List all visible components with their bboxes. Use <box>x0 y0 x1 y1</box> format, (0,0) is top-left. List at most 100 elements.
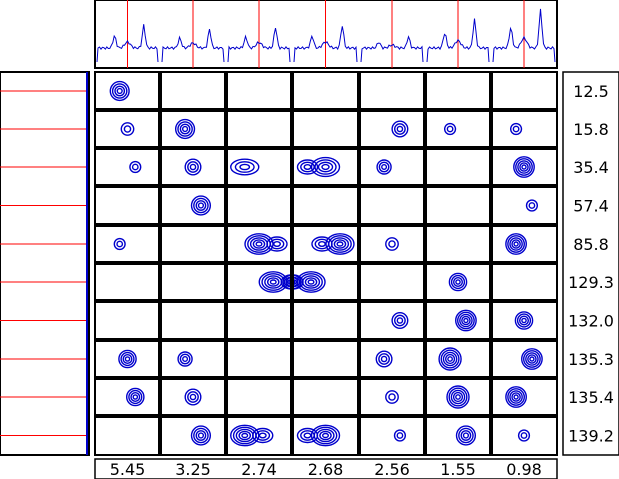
contour-ring <box>391 312 409 330</box>
contour-ring <box>190 195 212 216</box>
contour-ring <box>109 80 130 102</box>
contour-ring <box>111 83 128 99</box>
contour-ring <box>461 315 471 326</box>
contour-ring <box>519 162 529 172</box>
contour-peak <box>455 309 477 332</box>
contour-peak <box>385 237 399 251</box>
contour-ring <box>314 238 330 250</box>
y-tick-label: 132.0 <box>568 312 614 331</box>
contour-ring <box>197 432 205 439</box>
contour-ring <box>460 430 472 441</box>
contour-ring <box>453 277 464 288</box>
contour-peak <box>244 233 288 255</box>
contour-ring <box>317 161 334 173</box>
x-tick-label: 5.45 <box>110 460 146 479</box>
top-projection-panel <box>94 0 558 69</box>
contour-ring <box>450 274 466 290</box>
contour-ring <box>517 429 531 442</box>
contour-ring <box>516 313 532 328</box>
contour-ring <box>255 241 263 247</box>
contour-peak <box>177 351 193 367</box>
contour-ring <box>193 197 209 214</box>
contour-ring <box>300 430 315 441</box>
contour-ring <box>300 161 315 173</box>
contour-ring <box>394 314 406 327</box>
contour-peak <box>190 425 212 446</box>
contour-ring <box>396 125 404 133</box>
contour-ring <box>307 279 315 285</box>
contour-ring <box>182 356 189 363</box>
contour-ring <box>189 393 197 401</box>
contour-ring <box>130 392 141 403</box>
contour-ring <box>509 390 523 404</box>
contour-ring <box>123 125 132 133</box>
contour-ring <box>376 159 392 175</box>
contour-peak <box>517 429 531 442</box>
contour-ring <box>378 161 390 173</box>
contour-peak <box>521 348 543 370</box>
contour-ring <box>378 353 390 365</box>
contour-ring <box>311 236 333 252</box>
contour-ring <box>388 393 396 401</box>
contour-ring <box>517 160 531 174</box>
panel-grid <box>94 71 558 456</box>
contour-ring <box>463 317 469 324</box>
contour-ring <box>446 385 470 409</box>
contour-ring <box>513 156 535 178</box>
contour-ring <box>529 356 535 362</box>
contour-ring <box>459 313 473 328</box>
contour-ring <box>380 355 388 363</box>
contour-ring <box>455 425 477 446</box>
contour-peak <box>438 347 462 371</box>
contour-ring <box>124 356 131 362</box>
contour-ring <box>239 163 251 171</box>
contour-ring <box>230 158 260 176</box>
contour-ring <box>396 432 404 439</box>
contour-ring <box>118 349 137 369</box>
contour-peak <box>120 122 135 136</box>
contour-ring <box>333 239 347 249</box>
contour-ring <box>391 120 409 138</box>
contour-ring <box>521 164 527 170</box>
contour-peak <box>109 80 130 102</box>
contour-ring <box>252 427 274 444</box>
contour-peak <box>190 195 212 216</box>
contour-peak <box>113 237 126 251</box>
contour-peak <box>296 156 341 178</box>
contour-ring <box>116 87 123 95</box>
contour-peak <box>509 122 523 136</box>
y-tick-label: 12.5 <box>573 82 609 101</box>
contour-ring <box>444 353 456 365</box>
contour-ring <box>195 430 207 441</box>
contour-peak <box>514 311 534 330</box>
contour-ring <box>507 388 525 406</box>
contour-ring <box>521 348 543 370</box>
contour-ring <box>438 347 462 371</box>
contour-ring <box>266 236 288 252</box>
contour-ring <box>190 425 212 446</box>
contour-peak <box>393 429 407 442</box>
contour-peak <box>230 424 274 447</box>
contour-ring <box>393 429 407 442</box>
x-tick-label: 2.68 <box>308 460 344 479</box>
x-tick-label: 2.74 <box>241 460 277 479</box>
contour-ring <box>317 240 326 247</box>
contour-ring <box>241 432 249 439</box>
contour-ring <box>514 311 534 330</box>
contour-ring <box>181 125 189 133</box>
contour-ring <box>525 199 539 212</box>
contour-ring <box>184 158 202 176</box>
contour-ring <box>446 125 454 133</box>
contour-ring <box>442 351 458 367</box>
x-tick-label: 0.98 <box>506 460 542 479</box>
contour-peak <box>391 120 409 138</box>
contour-peak <box>296 424 341 447</box>
contour-peak <box>525 199 539 212</box>
y-tick-label: 57.4 <box>573 197 609 216</box>
contour-ring <box>174 118 196 140</box>
x-tick-label: 2.56 <box>374 460 410 479</box>
contour-peak <box>391 312 409 330</box>
contour-ring <box>177 351 193 367</box>
contour-ring <box>126 387 145 407</box>
contour-peak <box>505 386 527 408</box>
